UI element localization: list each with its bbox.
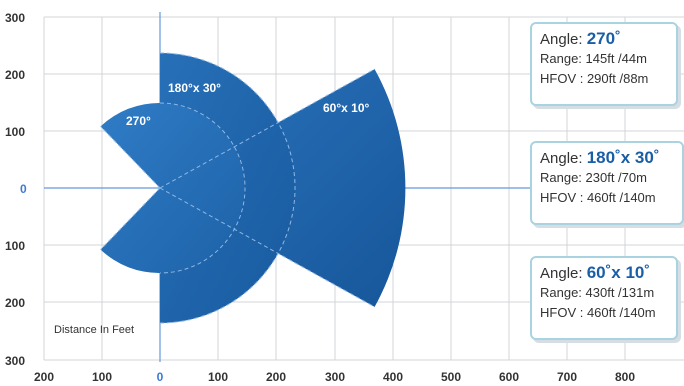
x-tick-label: 700 bbox=[557, 370, 577, 384]
x-tick-label: 200 bbox=[34, 370, 54, 384]
distance-label: Distance In Feet bbox=[54, 324, 134, 336]
sector-270 bbox=[100, 103, 245, 274]
hfov-text: HFOV : 290ft /88m bbox=[540, 71, 649, 86]
hfov-text: HFOV : 460ft /140m bbox=[540, 190, 656, 205]
x-tick-label: 200 bbox=[266, 370, 286, 384]
x-tick-label: 800 bbox=[615, 370, 635, 384]
info-box-180x30: Angle: 180˚x 30˚ Range: 230ft /70m HFOV … bbox=[530, 141, 684, 225]
sector-dashes bbox=[100, 52, 375, 324]
angle-line: Angle: 180˚x 30˚ bbox=[540, 148, 674, 168]
sector-label-270: 270° bbox=[126, 114, 151, 128]
angle-line: Angle: 60˚x 10˚ bbox=[540, 263, 668, 283]
x-tick-label: 100 bbox=[92, 370, 112, 384]
x-axis-labels: 200 100 0 100 200 300 400 500 600 700 80… bbox=[34, 370, 635, 384]
angle-line: Angle: 270˚ bbox=[540, 29, 668, 49]
x-tick-label: 500 bbox=[441, 370, 461, 384]
x-tick-label: 400 bbox=[383, 370, 403, 384]
y-axis-labels: 300 200 100 0 100 200 300 bbox=[5, 11, 27, 368]
angle-label: Angle: bbox=[540, 265, 587, 282]
x-tick-label: 100 bbox=[208, 370, 228, 384]
y-tick-label: 200 bbox=[5, 68, 25, 82]
x-tick-label: 300 bbox=[325, 370, 345, 384]
angle-label: Angle: bbox=[540, 31, 587, 48]
range-text: Range: 145ft /44m bbox=[540, 51, 647, 66]
x-tick-label: 600 bbox=[499, 370, 519, 384]
y-tick-label: 300 bbox=[5, 11, 25, 25]
sector-label-180x30: 180°x 30° bbox=[168, 81, 221, 95]
y-tick-label: 0 bbox=[20, 182, 27, 196]
angle-label: Angle: bbox=[540, 150, 587, 167]
angle-value: 60˚x 10˚ bbox=[586, 263, 651, 282]
info-box-270: Angle: 270˚ Range: 145ft /44m HFOV : 290… bbox=[530, 22, 678, 106]
y-tick-label: 200 bbox=[5, 296, 25, 310]
y-tick-label: 100 bbox=[5, 125, 25, 139]
info-box-60x10: Angle: 60˚x 10˚ Range: 430ft /131m HFOV … bbox=[530, 256, 678, 340]
range-text: Range: 430ft /131m bbox=[540, 285, 655, 300]
angle-value: 270˚ bbox=[586, 29, 621, 48]
range-text: Range: 230ft /70m bbox=[540, 170, 647, 185]
y-tick-label: 300 bbox=[5, 354, 25, 368]
angle-value: 180˚x 30˚ bbox=[586, 148, 660, 167]
sector-label-60x10: 60°x 10° bbox=[323, 101, 370, 115]
y-tick-label: 100 bbox=[5, 239, 25, 253]
x-tick-label: 0 bbox=[157, 370, 164, 384]
hfov-text: HFOV : 460ft /140m bbox=[540, 305, 656, 320]
